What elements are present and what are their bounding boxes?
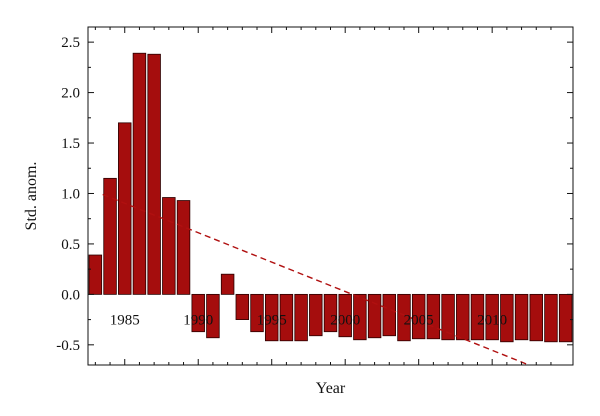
y-tick-label: -0.5 xyxy=(56,338,80,354)
x-tick-label: 1995 xyxy=(257,312,287,328)
bar xyxy=(162,197,176,295)
bar xyxy=(323,293,338,333)
bar xyxy=(353,293,367,341)
x-axis-title: Year xyxy=(316,380,346,397)
trend-line xyxy=(102,193,530,366)
bar xyxy=(558,293,573,343)
bar xyxy=(338,293,352,338)
x-tick-label: 2000 xyxy=(330,312,360,328)
y-axis-title: Std. anom. xyxy=(23,162,40,231)
x-tick-label: 1990 xyxy=(183,312,213,328)
y-tick-label: 1.5 xyxy=(61,136,80,152)
bar xyxy=(367,293,382,339)
bar xyxy=(220,273,235,295)
x-tick-label: 2005 xyxy=(404,312,434,328)
bar xyxy=(309,293,323,337)
y-tick-label: 0.0 xyxy=(61,287,80,303)
y-tick-label: 0.5 xyxy=(61,237,80,253)
bar xyxy=(118,122,132,295)
bars-group xyxy=(88,52,573,343)
bar xyxy=(132,52,147,295)
x-tick-label: 1985 xyxy=(110,312,140,328)
trend-line-group xyxy=(102,193,530,366)
bar xyxy=(426,293,441,340)
bar xyxy=(500,293,514,343)
bar xyxy=(294,293,308,342)
bar xyxy=(176,200,191,295)
y-tick-label: 2.5 xyxy=(61,35,80,51)
bar xyxy=(250,293,264,333)
bar xyxy=(529,293,543,342)
bar xyxy=(103,177,117,295)
bar xyxy=(470,293,485,341)
bar xyxy=(441,293,455,341)
bar xyxy=(411,293,426,340)
bar xyxy=(382,293,397,337)
bar xyxy=(514,293,529,341)
y-tick-label: 1.0 xyxy=(61,186,80,202)
bar xyxy=(147,53,161,295)
bar xyxy=(235,293,250,320)
bar xyxy=(485,293,499,341)
bar xyxy=(279,293,294,342)
bar xyxy=(544,293,558,343)
bar xyxy=(264,293,279,342)
bar xyxy=(88,254,103,295)
bar xyxy=(456,293,470,341)
y-tick-label: 2.0 xyxy=(61,86,80,102)
x-tick-label: 2010 xyxy=(477,312,507,328)
bar xyxy=(191,293,205,333)
bar xyxy=(206,293,220,339)
ticks-group: -0.5 0.0 0.5 1.0 1.5 2.0 2.5 1985 1990 1995 2000 20… xyxy=(56,27,573,365)
